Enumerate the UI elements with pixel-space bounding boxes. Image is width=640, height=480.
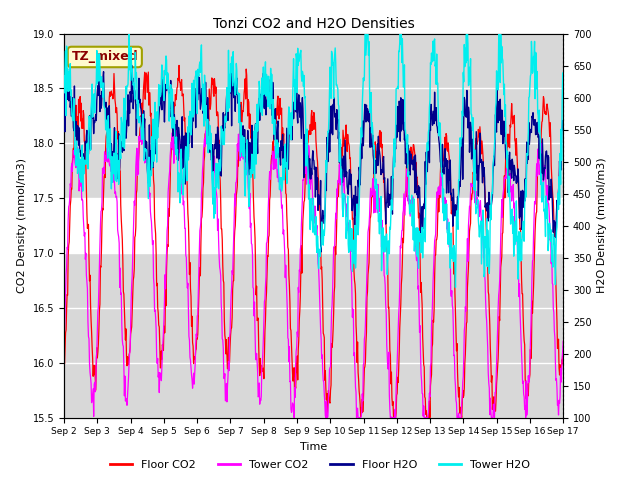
Y-axis label: CO2 Density (mmol/m3): CO2 Density (mmol/m3)	[17, 158, 27, 293]
Bar	[64, 34, 563, 198]
X-axis label: Time: Time	[300, 442, 327, 452]
Bar	[64, 253, 563, 418]
Y-axis label: H2O Density (mmol/m3): H2O Density (mmol/m3)	[597, 158, 607, 293]
Legend: Floor CO2, Tower CO2, Floor H2O, Tower H2O: Floor CO2, Tower CO2, Floor H2O, Tower H…	[105, 456, 535, 474]
Title: Tonzi CO2 and H2O Densities: Tonzi CO2 and H2O Densities	[212, 17, 415, 31]
Text: TZ_mixed: TZ_mixed	[72, 50, 138, 63]
